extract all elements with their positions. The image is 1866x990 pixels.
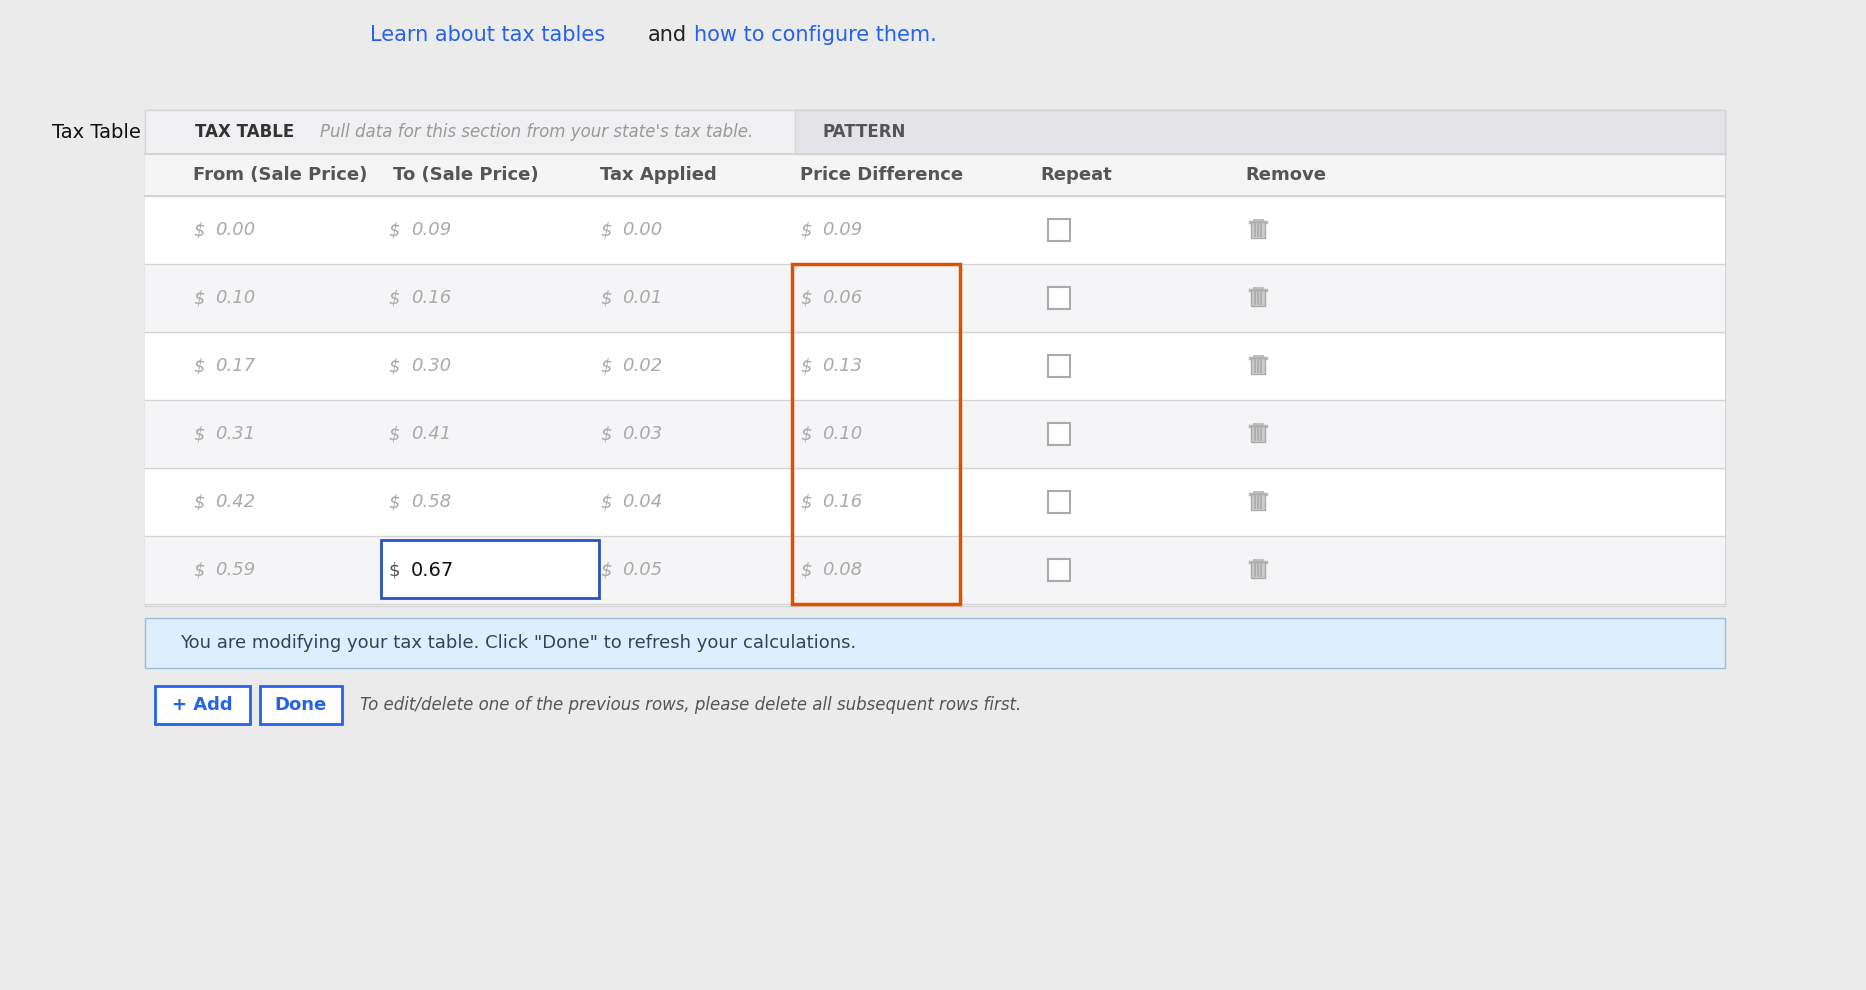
Text: 0.06: 0.06 (823, 289, 862, 307)
Bar (155, 686, 250, 724)
Text: $: $ (388, 289, 399, 307)
Bar (1049, 559, 1069, 581)
Text: $: $ (601, 289, 612, 307)
Bar (1049, 355, 1069, 377)
Text: 0.41: 0.41 (411, 425, 452, 443)
Text: 0.13: 0.13 (823, 357, 862, 375)
Text: + Add: + Add (172, 696, 233, 714)
Text: You are modifying your tax table. Click "Done" to refresh your calculations.: You are modifying your tax table. Click … (179, 634, 856, 652)
Text: $: $ (801, 221, 812, 239)
Bar (381, 540, 599, 598)
Bar (1049, 491, 1069, 513)
Text: 0.09: 0.09 (823, 221, 862, 239)
Text: and: and (648, 25, 687, 45)
Text: To (Sale Price): To (Sale Price) (394, 166, 539, 184)
Text: Repeat: Repeat (1039, 166, 1112, 184)
Bar (146, 110, 1724, 154)
Text: $: $ (801, 289, 812, 307)
Text: Price Difference: Price Difference (801, 166, 963, 184)
Text: 0.16: 0.16 (411, 289, 452, 307)
Text: $: $ (601, 221, 612, 239)
Text: 0.30: 0.30 (411, 357, 452, 375)
Bar (146, 110, 1724, 606)
Bar (1250, 426, 1265, 442)
Text: Tax Applied: Tax Applied (601, 166, 717, 184)
Text: $: $ (388, 221, 399, 239)
Text: 0.59: 0.59 (215, 561, 256, 579)
Text: $: $ (388, 561, 399, 579)
Bar (146, 400, 1724, 468)
Text: Learn about tax tables: Learn about tax tables (369, 25, 605, 45)
Text: $: $ (192, 561, 205, 579)
Bar (146, 332, 1724, 400)
Text: $: $ (801, 357, 812, 375)
Text: Done: Done (274, 696, 327, 714)
Text: TAX TABLE: TAX TABLE (196, 123, 295, 141)
Text: Tax Table: Tax Table (52, 123, 140, 142)
Text: 0.67: 0.67 (411, 560, 453, 579)
Bar (146, 468, 1724, 536)
Text: 0.42: 0.42 (215, 493, 256, 511)
Text: 0.02: 0.02 (621, 357, 662, 375)
Text: 0.05: 0.05 (621, 561, 662, 579)
Text: 0.10: 0.10 (215, 289, 256, 307)
Bar (259, 686, 341, 724)
Text: $: $ (601, 493, 612, 511)
Text: 0.04: 0.04 (621, 493, 662, 511)
Bar (791, 264, 959, 604)
Bar (146, 618, 1724, 668)
Text: Pull data for this section from your state's tax table.: Pull data for this section from your sta… (319, 123, 754, 141)
Text: Remove: Remove (1245, 166, 1327, 184)
Bar (146, 154, 1724, 196)
Text: $: $ (601, 561, 612, 579)
Bar (1049, 423, 1069, 445)
Text: $: $ (601, 425, 612, 443)
Bar (795, 110, 1724, 154)
Text: 0.03: 0.03 (621, 425, 662, 443)
Text: $: $ (388, 493, 399, 511)
Text: 0.00: 0.00 (215, 221, 256, 239)
Bar (1250, 562, 1265, 578)
Text: $: $ (388, 425, 399, 443)
Bar (146, 196, 1724, 264)
Text: $: $ (601, 357, 612, 375)
Text: 0.01: 0.01 (621, 289, 662, 307)
Text: $: $ (801, 425, 812, 443)
Bar (1049, 219, 1069, 241)
Bar (1250, 222, 1265, 238)
Text: From (Sale Price): From (Sale Price) (192, 166, 368, 184)
Text: 0.09: 0.09 (411, 221, 452, 239)
Text: $: $ (192, 493, 205, 511)
Text: 0.00: 0.00 (621, 221, 662, 239)
Bar (1250, 494, 1265, 510)
Text: 0.16: 0.16 (823, 493, 862, 511)
Bar (1250, 290, 1265, 306)
Text: $: $ (192, 221, 205, 239)
Text: 0.17: 0.17 (215, 357, 256, 375)
Text: 0.08: 0.08 (823, 561, 862, 579)
Text: $: $ (192, 357, 205, 375)
Text: 0.10: 0.10 (823, 425, 862, 443)
Text: To edit/delete one of the previous rows, please delete all subsequent rows first: To edit/delete one of the previous rows,… (360, 696, 1021, 714)
Bar (1250, 358, 1265, 374)
Bar (146, 536, 1724, 604)
Text: PATTERN: PATTERN (823, 123, 907, 141)
Text: how to configure them.: how to configure them. (694, 25, 937, 45)
Text: 0.31: 0.31 (215, 425, 256, 443)
Bar (146, 264, 1724, 332)
Text: $: $ (801, 561, 812, 579)
Text: 0.58: 0.58 (411, 493, 452, 511)
Bar (1049, 287, 1069, 309)
Text: $: $ (192, 289, 205, 307)
Text: $: $ (192, 425, 205, 443)
Text: $: $ (801, 493, 812, 511)
Text: $: $ (388, 357, 399, 375)
